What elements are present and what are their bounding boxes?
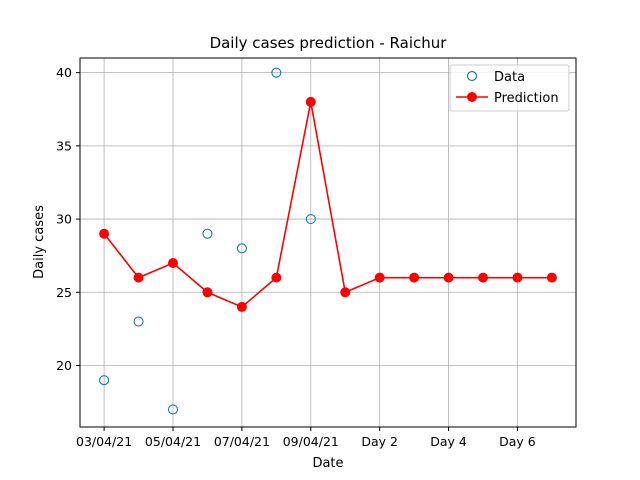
data-point [305, 214, 316, 225]
chart-title: Daily cases prediction - Raichur [210, 34, 448, 52]
legend-label-prediction: Prediction [494, 91, 559, 106]
prediction-point [236, 301, 247, 312]
prediction-point [271, 272, 282, 283]
data-point [236, 243, 247, 254]
prediction-point [133, 272, 144, 283]
plot-frame [79, 57, 577, 428]
prediction-point [443, 272, 454, 283]
prediction-point [305, 96, 316, 107]
x-axis-label: Date [312, 456, 343, 471]
x-tick-label: Day 6 [499, 434, 536, 449]
y-tick-label: 40 [56, 65, 72, 80]
prediction-point [546, 272, 557, 283]
x-tick-label: 07/04/21 [214, 434, 270, 449]
data-point [167, 404, 179, 415]
y-tick-label: 35 [56, 138, 72, 153]
prediction-point [202, 287, 213, 298]
prediction-point [374, 272, 385, 283]
prediction-point [340, 287, 351, 298]
x-tick-label: Day 4 [430, 434, 467, 449]
series [99, 67, 557, 415]
prediction-point [168, 258, 178, 268]
x-tick-label: 05/04/21 [145, 434, 201, 449]
data-point [133, 316, 144, 327]
legend-marker-prediction [467, 92, 477, 102]
legend-marker-data [466, 70, 478, 82]
prediction-line [103, 101, 552, 308]
axis-ticks: 03/04/21 05/04/21 07/04/21 09/04/21 Day 2 Day… [56, 65, 536, 449]
y-axis-label: Daily cases [32, 205, 47, 279]
y-tick-label: 20 [56, 358, 72, 373]
prediction-point [478, 272, 488, 283]
y-tick-label: 30 [56, 212, 72, 227]
data-point [202, 228, 213, 239]
grid [80, 58, 576, 427]
data-point [271, 67, 282, 78]
y-tick-label: 25 [56, 285, 72, 300]
x-tick-label: 03/04/21 [76, 434, 132, 449]
prediction-point [409, 272, 420, 283]
prediction-point [99, 228, 110, 239]
prediction-point [512, 272, 523, 283]
legend: Data Prediction [449, 64, 570, 112]
x-tick-label: 09/04/21 [283, 434, 339, 449]
legend-label-data: Data [494, 70, 525, 85]
data-point [99, 375, 110, 386]
x-tick-label: Day 2 [361, 434, 398, 449]
legend-box [449, 64, 570, 112]
